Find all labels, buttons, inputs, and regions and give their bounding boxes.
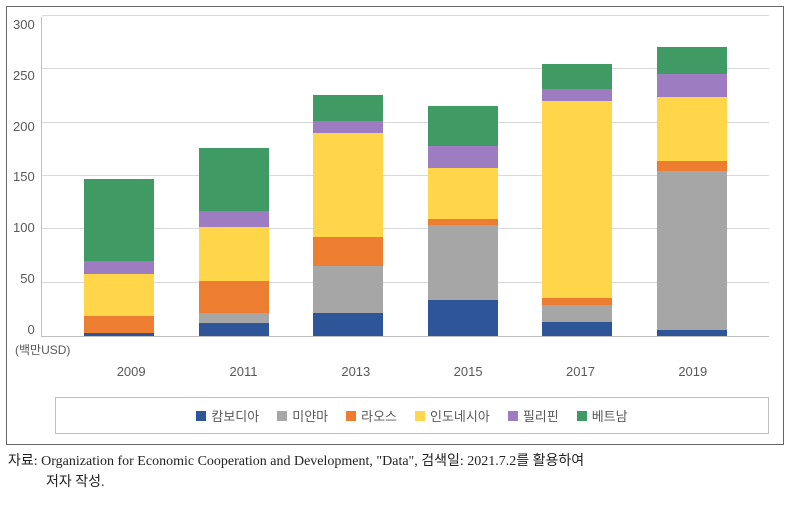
- y-unit-label: (백만USD): [15, 341, 769, 358]
- seg-philippines: [657, 74, 727, 97]
- seg-vietnam: [657, 47, 727, 74]
- y-tick-label: 100: [13, 220, 35, 235]
- x-tick-label: 2009: [96, 364, 166, 379]
- x-tick-label: 2015: [433, 364, 503, 379]
- seg-philippines: [542, 89, 612, 102]
- x-axis: 2009 2011 2013 2015 2017 2019: [55, 358, 769, 379]
- seg-philippines: [428, 146, 498, 167]
- legend-item-cambodia: 캄보디아: [196, 406, 259, 425]
- x-tick-label: 2017: [545, 364, 615, 379]
- plot-area: [41, 17, 769, 337]
- seg-cambodia: [542, 322, 612, 336]
- legend-swatch: [508, 411, 518, 421]
- y-tick-label: 200: [13, 119, 35, 134]
- y-tick-label: 300: [13, 17, 35, 32]
- legend-item-philippines: 필리핀: [508, 406, 559, 425]
- seg-cambodia: [428, 300, 498, 336]
- seg-cambodia: [657, 330, 727, 336]
- seg-cambodia: [199, 323, 269, 336]
- source-line-1: 자료: Organization for Economic Cooperatio…: [8, 451, 782, 472]
- legend-label: 필리핀: [523, 406, 559, 425]
- seg-laos: [313, 237, 383, 266]
- x-tick-label: 2013: [321, 364, 391, 379]
- seg-indonesia: [199, 227, 269, 280]
- legend-label: 미얀마: [292, 406, 328, 425]
- y-axis: 300 250 200 150 100 50 0: [13, 17, 41, 337]
- seg-indonesia: [657, 97, 727, 161]
- seg-indonesia: [542, 101, 612, 297]
- y-tick-label: 50: [20, 271, 34, 286]
- gridline: [42, 15, 769, 16]
- bar-2019: [657, 47, 727, 336]
- seg-laos: [542, 298, 612, 305]
- seg-vietnam: [199, 148, 269, 211]
- seg-vietnam: [84, 179, 154, 261]
- chart-area: 300 250 200 150 100 50 0: [13, 17, 769, 337]
- seg-myanmar: [313, 266, 383, 313]
- seg-vietnam: [542, 64, 612, 89]
- y-tick-label: 250: [13, 68, 35, 83]
- legend-swatch: [196, 411, 206, 421]
- legend-swatch: [277, 411, 287, 421]
- bar-2011: [199, 148, 269, 336]
- seg-philippines: [313, 121, 383, 134]
- seg-philippines: [84, 261, 154, 274]
- source-citation: 자료: Organization for Economic Cooperatio…: [8, 451, 782, 493]
- bar-2015: [428, 106, 498, 336]
- bar-2009: [84, 179, 154, 336]
- x-tick-label: 2019: [658, 364, 728, 379]
- legend-swatch: [415, 411, 425, 421]
- legend-item-laos: 라오스: [346, 406, 397, 425]
- x-tick-label: 2011: [208, 364, 278, 379]
- seg-indonesia: [84, 274, 154, 316]
- seg-laos: [657, 161, 727, 171]
- seg-laos: [199, 281, 269, 313]
- chart-container: 300250200150100500 (백만USD) 2009201120132…: [6, 6, 784, 445]
- legend-item-vietnam: 베트남: [577, 406, 628, 425]
- seg-indonesia: [313, 133, 383, 236]
- legend-label: 인도네시아: [430, 406, 490, 425]
- seg-cambodia: [313, 313, 383, 336]
- seg-indonesia: [428, 168, 498, 219]
- legend-item-myanmar: 미얀마: [277, 406, 328, 425]
- y-tick-label: 0: [27, 322, 34, 337]
- legend-label: 베트남: [592, 406, 628, 425]
- legend-label: 캄보디아: [211, 406, 259, 425]
- seg-vietnam: [428, 106, 498, 147]
- legend-item-indonesia: 인도네시아: [415, 406, 490, 425]
- bars-group: [42, 17, 769, 336]
- y-tick-label: 150: [13, 169, 35, 184]
- seg-myanmar: [657, 171, 727, 330]
- legend-label: 라오스: [361, 406, 397, 425]
- seg-myanmar: [199, 313, 269, 324]
- legend-swatch: [346, 411, 356, 421]
- legend-swatch: [577, 411, 587, 421]
- bar-2013: [313, 95, 383, 336]
- seg-vietnam: [313, 95, 383, 121]
- source-line-2: 저자 작성.: [8, 472, 782, 493]
- seg-cambodia: [84, 333, 154, 336]
- seg-myanmar: [542, 305, 612, 322]
- seg-myanmar: [428, 225, 498, 300]
- legend: 캄보디아 미얀마 라오스 인도네시아 필리핀 베트남: [55, 397, 769, 434]
- seg-philippines: [199, 211, 269, 227]
- bar-2017: [542, 64, 612, 336]
- seg-laos: [84, 316, 154, 333]
